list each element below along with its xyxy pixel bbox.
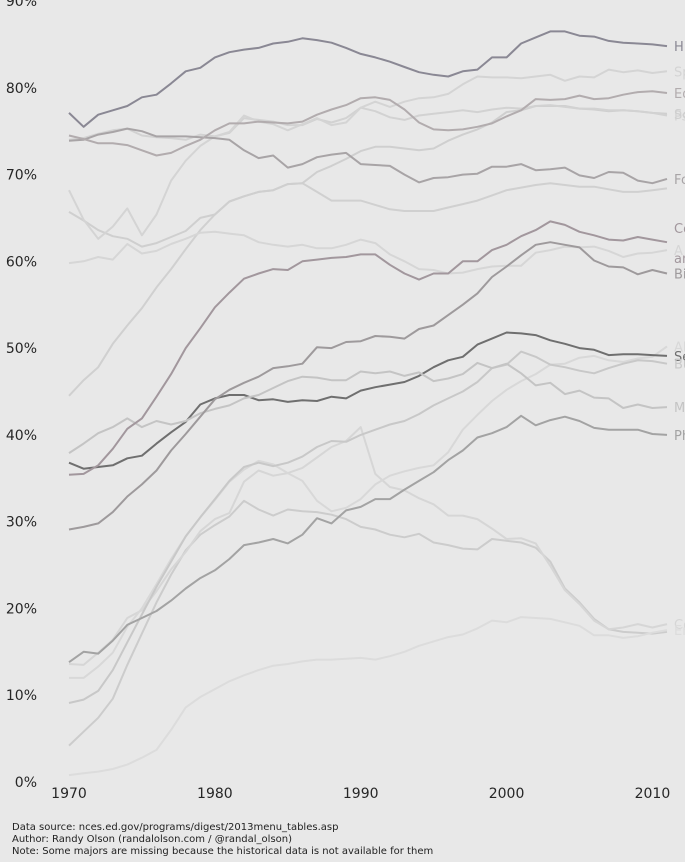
data-source-note: Data source: nces.ed.gov/programs/digest…	[12, 822, 339, 833]
series-label: an	[674, 252, 685, 267]
x-tick-label: 1980	[197, 786, 233, 802]
y-tick-label: 30%	[6, 515, 37, 531]
series-lines	[68, 30, 668, 777]
series-label: Ph	[674, 429, 685, 444]
series-label: Al	[674, 340, 685, 355]
series-line	[68, 90, 668, 157]
series-line	[68, 426, 668, 666]
series-line	[68, 331, 668, 470]
series-line	[68, 241, 668, 531]
series-label: Bu	[674, 358, 685, 373]
y-tick-label: 60%	[6, 254, 37, 270]
series-label: Bi	[674, 267, 685, 282]
y-tick-label: 50%	[6, 341, 37, 357]
series-label: H	[674, 40, 684, 55]
series-line	[68, 499, 668, 747]
x-tick-label: 2000	[489, 786, 525, 802]
missing-majors-note: Note: Some majors are missing because th…	[12, 846, 434, 857]
series-line	[69, 345, 668, 679]
series-line	[68, 104, 668, 141]
series-label: Co	[674, 618, 685, 633]
series-line	[68, 350, 668, 704]
series-label: M	[674, 401, 685, 416]
series-line	[68, 182, 668, 397]
series-line	[68, 68, 668, 240]
series-label: Co	[674, 222, 685, 237]
series-label: Ed	[674, 87, 685, 102]
series-label: Ps	[674, 110, 685, 125]
series-label: Fo	[674, 173, 685, 188]
series-label: So	[674, 108, 685, 123]
series-label: A	[674, 244, 683, 259]
series-label: En	[674, 624, 685, 639]
series-line	[68, 616, 668, 777]
x-tick-label: 2010	[635, 786, 671, 802]
series-line	[68, 361, 668, 454]
x-axis-ticks: 1970 1980 1990 2000 2010	[51, 786, 670, 802]
x-tick-label: 1990	[343, 786, 379, 802]
series-line	[68, 220, 668, 476]
y-tick-label: 80%	[6, 81, 37, 97]
y-tick-label: 90%	[6, 0, 37, 10]
y-tick-label: 0%	[15, 775, 37, 791]
y-tick-label: 10%	[6, 688, 37, 704]
series-label: Se	[674, 350, 685, 365]
y-tick-label: 70%	[6, 168, 37, 184]
series-label: Sp	[674, 65, 685, 80]
series-line	[68, 105, 668, 248]
x-tick-label: 1970	[51, 786, 87, 802]
series-line	[68, 230, 668, 275]
series-line	[68, 30, 668, 128]
y-axis-ticks: 0% 10% 20% 30% 40% 50% 60% 70% 80% 90%	[6, 0, 37, 791]
author-note: Author: Randy Olson (randalolson.com / @…	[12, 834, 293, 845]
series-labels: HSpEdPsFoSoCoanABiAlSeBuMPhCoEn	[674, 40, 685, 639]
y-tick-label: 40%	[6, 428, 37, 444]
series-line	[68, 414, 668, 664]
series-line	[68, 127, 668, 185]
y-tick-label: 20%	[6, 601, 37, 617]
